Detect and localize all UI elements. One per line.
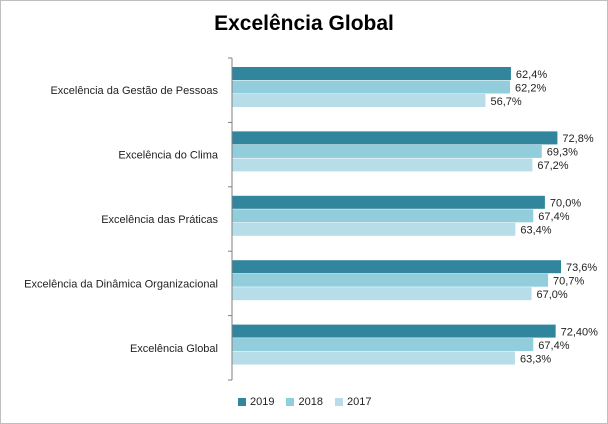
data-label-2019: 62,4% (516, 69, 547, 81)
legend-label-2019: 2019 (250, 396, 275, 408)
legend-item-2018: 2018 (286, 396, 323, 408)
category-label: Excelência do Clima (118, 150, 219, 162)
data-label-2017: 63,4% (520, 225, 551, 237)
category-label: Excelência da Gestão de Pessoas (50, 85, 218, 97)
bar-2019 (232, 131, 558, 145)
category-label: Excelência da Dinâmica Organizacional (24, 278, 218, 290)
data-label-2018: 62,2% (515, 82, 546, 94)
legend-item-2019: 2019 (238, 396, 274, 408)
bar-2017 (232, 158, 533, 172)
data-label-2019: 73,6% (566, 262, 597, 274)
chart-title: Excelência Global (214, 12, 394, 35)
data-label-2018: 70,7% (553, 275, 584, 287)
data-label-2017: 67,0% (536, 289, 567, 301)
bar-2017 (232, 94, 486, 107)
bar-2018 (232, 144, 542, 158)
category-label: Excelência Global (130, 343, 218, 355)
legend-label-2017: 2017 (346, 396, 372, 408)
data-label-2019: 72,40% (561, 326, 599, 338)
category-label: Excelência das Práticas (101, 214, 218, 226)
data-label-2018: 67,4% (538, 211, 569, 223)
data-label-2018: 69,3% (547, 147, 578, 159)
bar-2017 (232, 222, 516, 236)
bar-2017 (232, 287, 532, 301)
bar-2019 (232, 324, 556, 338)
data-label-2019: 72,8% (562, 133, 593, 145)
legend-swatch-2017 (334, 398, 343, 406)
legend-label-2018: 2018 (298, 396, 323, 408)
bar-2018 (232, 80, 511, 94)
bar-2018 (232, 209, 534, 223)
bar-2017 (232, 351, 515, 365)
data-label-2017: 56,7% (490, 96, 521, 108)
data-label-2019: 70,0% (550, 198, 581, 210)
data-label-2017: 67,2% (537, 160, 568, 172)
bar-2019 (232, 195, 545, 209)
bar-2019 (232, 67, 511, 80)
data-label-2018: 67,4% (538, 340, 569, 352)
legend-swatch-2018 (286, 398, 295, 406)
bar-2018 (232, 338, 534, 352)
bar-2018 (232, 273, 549, 287)
bar-2019 (232, 260, 561, 274)
legend-swatch-2019 (238, 398, 246, 406)
data-label-2017: 63,3% (520, 353, 551, 365)
legend-item-2017: 2017 (334, 396, 372, 408)
legend: 2019 2018 2017 (238, 396, 371, 408)
